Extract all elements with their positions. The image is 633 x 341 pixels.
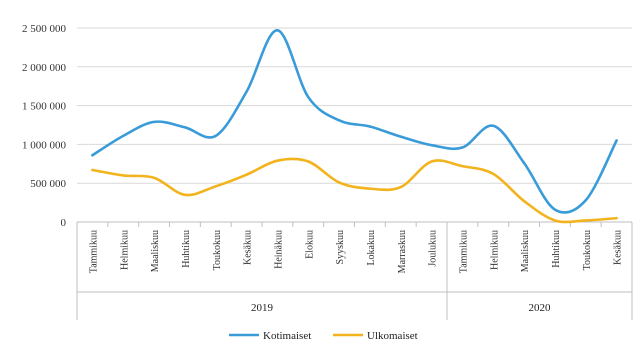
- data-point-ulkomaiset: [183, 193, 187, 197]
- data-point-kotimaiset: [430, 143, 433, 147]
- data-point-ulkomaiset: [553, 219, 557, 222]
- data-point-ulkomaiset: [152, 176, 156, 179]
- x-tick-label: Helmikuu: [119, 230, 130, 270]
- data-point-ulkomaiset: [492, 172, 495, 176]
- x-tick-label: Kesäkuu: [613, 230, 624, 265]
- data-point-kotimaiset: [122, 134, 125, 138]
- data-point-kotimaiset: [492, 124, 495, 127]
- data-point-ulkomaiset: [399, 185, 402, 189]
- data-point-ulkomaiset: [615, 216, 618, 220]
- data-point-ulkomaiset: [522, 199, 526, 203]
- data-point-kotimaiset: [91, 154, 94, 157]
- data-point-kotimaiset: [584, 199, 587, 202]
- data-point-kotimaiset: [245, 90, 248, 93]
- y-tick-label: 500 000: [30, 178, 66, 190]
- y-axis-ticks: 0 500 000 1 000 000 1 500 000 2 000 000 2 500…: [22, 23, 67, 229]
- x-tick-label: Heinäkuu: [273, 230, 284, 269]
- data-point-ulkomaiset: [430, 160, 433, 163]
- x-tick-label: Joulukuu: [428, 230, 439, 267]
- data-point-ulkomaiset: [122, 174, 125, 177]
- x-tick-label: Toukokuu: [212, 230, 223, 270]
- x-tick-label: Tammikuu: [458, 230, 469, 273]
- x-tick-label: Marraskuu: [397, 230, 408, 273]
- y-tick-label: 0: [61, 217, 67, 229]
- data-point-ulkomaiset: [461, 164, 464, 168]
- data-point-kotimaiset: [276, 29, 279, 32]
- data-point-kotimaiset: [214, 134, 217, 138]
- series-line-ulkomaiset: [91, 157, 618, 224]
- data-point-ulkomaiset: [276, 159, 279, 162]
- data-point-kotimaiset: [461, 146, 464, 149]
- gridlines: [77, 27, 632, 184]
- legend: Kotimaiset Ulkomaiset: [229, 330, 418, 341]
- y-tick-label: 2 000 000: [22, 62, 67, 74]
- group-label: 2020: [529, 302, 552, 314]
- data-point-ulkomaiset: [214, 185, 217, 188]
- x-tick-label: Maaliskuu: [520, 230, 531, 272]
- x-tick-label: Syyskuu: [335, 230, 346, 264]
- y-tick-label: 1 000 000: [22, 139, 67, 151]
- series-line-kotimaiset: [91, 29, 618, 214]
- x-tick-label: Huhtikuu: [181, 230, 192, 268]
- data-point-kotimaiset: [337, 119, 341, 122]
- x-tick-label: Toukokuu: [582, 230, 593, 270]
- x-tick-label: Helmikuu: [489, 230, 500, 270]
- data-point-ulkomaiset: [584, 219, 587, 222]
- y-tick-label: 1 500 000: [22, 101, 67, 113]
- legend-label: Ulkomaiset: [367, 330, 418, 341]
- data-point-ulkomaiset: [307, 160, 310, 163]
- data-point-kotimaiset: [399, 135, 402, 138]
- x-tick-label: Kesäkuu: [243, 230, 254, 265]
- x-axis: Tammikuu Helmikuu Maaliskuu Huhtikuu Toukoku…: [76, 221, 633, 320]
- data-point-ulkomaiset: [91, 168, 94, 172]
- series-lines: [91, 29, 618, 224]
- x-tick-label: Lokakuu: [366, 230, 377, 266]
- legend-label: Kotimaiset: [263, 330, 311, 341]
- data-point-kotimaiset: [152, 120, 156, 124]
- data-point-ulkomaiset: [337, 181, 341, 184]
- x-tick-label: Elokuu: [304, 230, 315, 259]
- x-tick-label: Tammikuu: [88, 230, 99, 273]
- x-tick-label: Huhtikuu: [551, 230, 562, 268]
- x-tick-label: Maaliskuu: [150, 230, 161, 272]
- group-label: 2019: [251, 302, 274, 314]
- data-point-kotimaiset: [307, 95, 310, 99]
- data-point-kotimaiset: [368, 125, 372, 128]
- data-point-kotimaiset: [183, 126, 187, 129]
- data-point-ulkomaiset: [245, 173, 248, 176]
- data-point-kotimaiset: [553, 208, 557, 211]
- data-point-kotimaiset: [522, 161, 526, 165]
- y-tick-label: 2 500 000: [22, 23, 67, 35]
- data-point-ulkomaiset: [368, 187, 372, 190]
- data-point-kotimaiset: [615, 139, 618, 142]
